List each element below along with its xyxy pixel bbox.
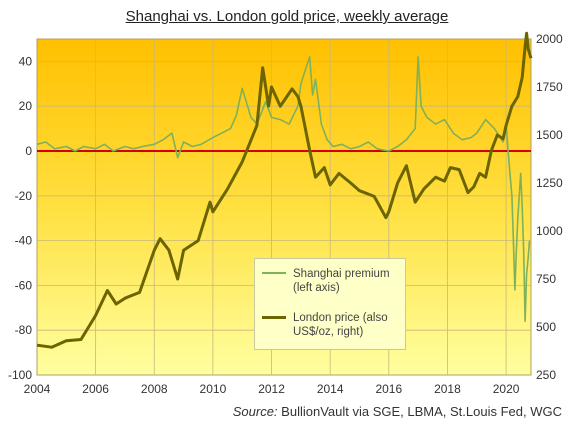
- x-tick-label: 2008: [141, 382, 168, 396]
- legend-label: London price (also: [293, 312, 388, 324]
- legend-label-sub: US$/oz, right): [293, 326, 364, 338]
- y-left-tick-label: -60: [15, 278, 33, 292]
- x-tick-label: 2014: [317, 382, 344, 396]
- x-tick-label: 2012: [258, 382, 285, 396]
- y-left-tick-label: -80: [15, 323, 33, 337]
- y-right-tick-label: 250: [536, 368, 556, 382]
- y-right-tick-label: 1750: [536, 80, 563, 94]
- source-text: BullionVault via SGE, LBMA, St.Louis Fed…: [281, 404, 562, 419]
- y-right-tick-label: 500: [536, 320, 556, 334]
- x-tick-label: 2020: [493, 382, 520, 396]
- legend-swatch-shanghai-premium: [262, 272, 286, 274]
- y-left-tick-label: 20: [19, 99, 33, 113]
- y-right-tick-label: 1000: [536, 224, 563, 238]
- series-group: [36, 31, 533, 349]
- chart-title: Shanghai vs. London gold price, weekly a…: [125, 8, 449, 25]
- y-right-tick-label: 1500: [536, 128, 563, 142]
- series-line-shanghai-premium: [36, 56, 531, 322]
- right-axis-ticks: 2000 1750 1500 1250 1000 750 500 250: [536, 32, 563, 382]
- y-left-tick-label: -20: [15, 189, 33, 203]
- source-note: Source: BullionVault via SGE, LBMA, St.L…: [233, 404, 562, 419]
- x-tick-label: 2018: [434, 382, 461, 396]
- legend: Shanghai premium (left axis) London pric…: [254, 258, 406, 350]
- x-tick-label: 2004: [24, 382, 51, 396]
- left-axis-ticks: 40 20 0 -20 -40 -60 -80 -100: [8, 54, 32, 382]
- y-left-tick-label: -100: [8, 368, 32, 382]
- x-axis-ticks: 2004 2006 2008 2010 2012 2014 2016 2018 2020: [24, 382, 520, 396]
- x-tick-label: 2006: [82, 382, 109, 396]
- y-left-tick-label: 0: [25, 144, 32, 158]
- y-left-tick-label: -40: [15, 234, 33, 248]
- legend-swatch-london-price: [262, 316, 286, 319]
- x-tick-label: 2010: [200, 382, 227, 396]
- source-label: Source:: [232, 404, 278, 419]
- y-right-tick-label: 2000: [536, 32, 563, 46]
- x-tick-label: 2016: [375, 382, 402, 396]
- legend-label: Shanghai premium: [293, 268, 390, 280]
- y-right-tick-label: 750: [536, 272, 556, 286]
- y-left-tick-label: 40: [19, 54, 33, 68]
- series-line-london-price: [36, 31, 533, 349]
- legend-label-sub: (left axis): [293, 282, 340, 294]
- y-right-tick-label: 1250: [536, 176, 563, 190]
